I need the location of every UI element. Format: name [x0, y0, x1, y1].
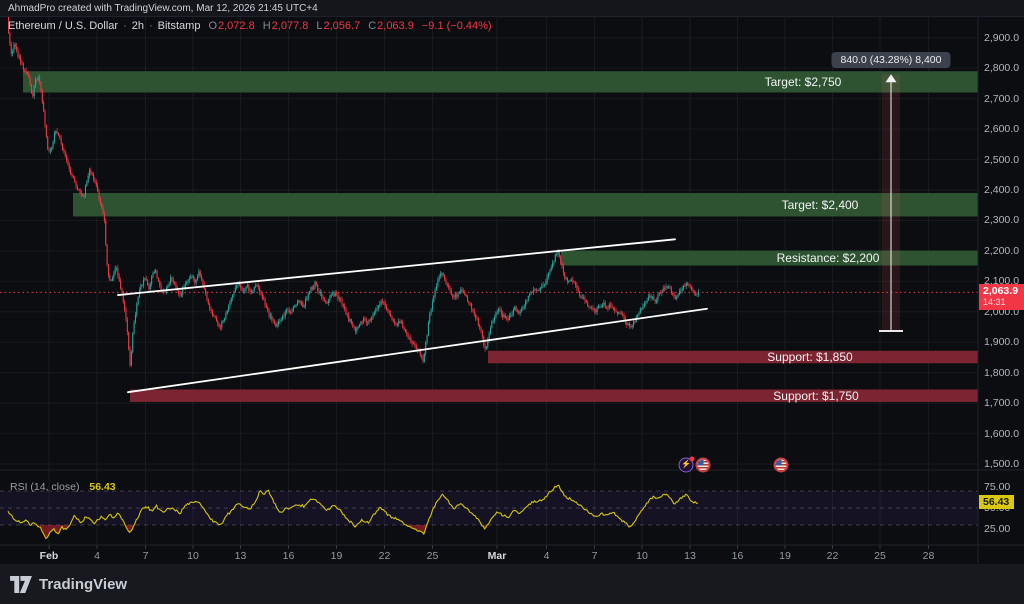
measure-tooltip: 840.0 (43.28%) 8,400 [831, 52, 951, 68]
price-range-measurement[interactable] [879, 74, 903, 332]
support-zone[interactable] [488, 350, 978, 364]
time-axis-tick: 10 [187, 550, 199, 562]
us-flag-event-icon[interactable] [695, 457, 711, 473]
high-label: H [262, 20, 271, 32]
current-price-value: 2,063.9 [983, 285, 1019, 297]
footer-toolbar: TradingView [0, 564, 1024, 604]
time-axis-tick: 13 [234, 550, 247, 562]
price-axis-tick: 2,800.0 [984, 62, 1020, 75]
support-zone-label: Support: $1,750 [773, 388, 859, 403]
price-axis-tick: 2,300.0 [984, 214, 1020, 227]
target-zone-label: Target: $2,750 [764, 74, 842, 89]
legend-separator: · [148, 20, 153, 32]
legend-separator: · [123, 20, 127, 32]
price-axis-tick: 2,500.0 [984, 153, 1020, 166]
price-axis-tick: 2,400.0 [984, 183, 1020, 196]
rsi-oversold-fill [37, 525, 69, 539]
close-label: C [368, 20, 377, 32]
open-value: 2,072.8 [218, 20, 255, 32]
time-axis-tick: 7 [142, 550, 149, 562]
time-axis-tick: 19 [330, 550, 343, 562]
rsi-axis-tick: 75.00 [984, 480, 1011, 493]
attribution-text: AhmadPro created with TradingView.com, M… [8, 2, 318, 14]
bar-countdown: 14:31 [983, 297, 1006, 307]
time-axis-tick: 4 [94, 550, 100, 562]
time-axis-tick: 16 [731, 550, 744, 562]
tradingview-logo-text: TradingView [39, 575, 128, 593]
us-flag-event-icon[interactable] [773, 457, 789, 473]
time-axis-tick: 25 [874, 550, 886, 562]
time-axis-tick: 22 [826, 550, 839, 562]
resistance-zone[interactable] [561, 250, 978, 266]
price-axis-tick: 1,600.0 [984, 427, 1020, 440]
lower-channel-line[interactable] [127, 307, 708, 394]
target-zone-label: Target: $2,400 [781, 197, 859, 212]
rsi-current-value: 56.43 [89, 481, 116, 493]
price-axis-tick: 1,500.0 [984, 458, 1020, 471]
tradingview-logo[interactable]: TradingView [10, 575, 128, 593]
price-axis-tick: 1,700.0 [984, 397, 1020, 410]
exchange-name[interactable]: Bitstamp [157, 20, 201, 32]
price-axis-tick: 2,900.0 [984, 31, 1020, 44]
close-value: 2,063.9 [377, 20, 414, 32]
time-axis-tick: 16 [282, 550, 295, 562]
high-value: 2,077.8 [271, 20, 309, 32]
rsi-oversold-fill [627, 525, 632, 527]
open-label: O [208, 20, 217, 32]
time-axis-tick: 19 [779, 550, 791, 562]
time-axis-tick: 28 [922, 550, 935, 562]
time-axis-tick: 22 [378, 550, 391, 562]
time-axis-tick: 13 [684, 550, 696, 562]
tradingview-logo-icon [10, 575, 32, 593]
rsi-label[interactable]: RSI (14, close) [10, 481, 80, 493]
candlestick-series [8, 10, 699, 368]
time-axis-tick: 4 [543, 550, 550, 562]
price-axis-tick: 2,200.0 [984, 244, 1020, 257]
price-axis-tick: 1,800.0 [984, 366, 1020, 379]
rsi-axis-tick: 25.00 [984, 523, 1011, 536]
rsi-legend: RSI (14, close) 56.43 [10, 481, 116, 493]
price-axis-tick: 2,600.0 [984, 123, 1020, 136]
time-axis-tick: 7 [591, 550, 598, 562]
time-axis-tick: 10 [636, 550, 648, 562]
support-zone-label: Support: $1,850 [767, 350, 853, 365]
current-price-label: 2,063.9 14:31 [979, 284, 1024, 310]
crypto-event-icon[interactable] [678, 456, 695, 473]
interval-selector[interactable]: 2h [131, 20, 144, 32]
support-zone[interactable] [130, 389, 978, 402]
rsi-oversold-fill [125, 525, 134, 533]
target-zone[interactable] [73, 193, 978, 217]
low-value: 2,056.7 [323, 20, 361, 32]
time-axis-tick: Feb [39, 550, 59, 562]
price-axis-tick: 2,700.0 [984, 92, 1020, 105]
attribution-bar: AhmadPro created with TradingView.com, M… [0, 0, 1024, 17]
symbol-title[interactable]: Ethereum / U.S. Dollar [8, 20, 119, 32]
price-axis-tick: 1,900.0 [984, 336, 1020, 349]
low-label: L [316, 20, 323, 32]
resistance-zone-label: Resistance: $2,200 [776, 251, 880, 266]
time-axis-tick: Mar [487, 550, 507, 562]
target-zone[interactable] [23, 71, 978, 93]
symbol-legend: Ethereum / U.S. Dollar · 2h · Bitstamp O… [8, 20, 492, 32]
time-axis-tick: 25 [426, 550, 439, 562]
upper-channel-line[interactable] [117, 238, 676, 296]
change-value: −9.1 (−0.44%) [421, 20, 492, 32]
rsi-value-axis-label: 56.43 [979, 495, 1014, 509]
rsi-line [7, 484, 698, 540]
